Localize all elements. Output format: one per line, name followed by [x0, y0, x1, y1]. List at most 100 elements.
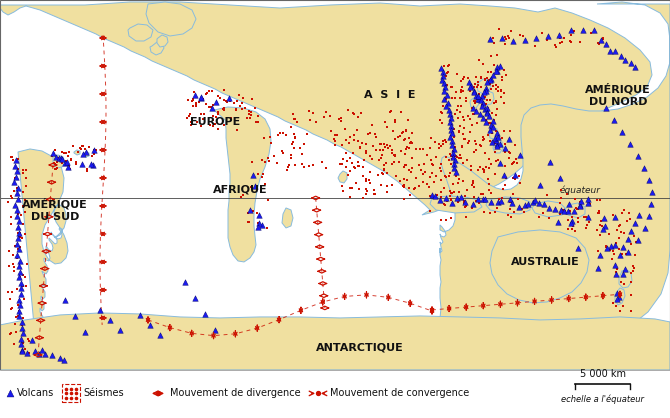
Point	[13, 308, 24, 314]
Point	[573, 206, 584, 212]
Point	[556, 195, 567, 201]
Point	[76, 142, 87, 149]
Point	[220, 98, 231, 104]
Point	[40, 350, 50, 357]
Point	[449, 154, 460, 161]
Point	[302, 131, 312, 138]
Point	[76, 161, 87, 168]
Point	[16, 341, 27, 348]
Point	[467, 104, 478, 111]
Point	[3, 288, 14, 295]
Text: EUROPE: EUROPE	[190, 117, 240, 127]
Point	[436, 168, 446, 174]
Point	[484, 120, 495, 126]
Point	[490, 137, 501, 143]
Point	[155, 331, 165, 338]
Point	[449, 155, 460, 162]
Point	[534, 200, 545, 206]
Point	[390, 136, 401, 143]
Point	[272, 160, 283, 166]
Point	[211, 99, 222, 106]
Point	[186, 119, 196, 125]
Point	[259, 135, 269, 142]
Point	[210, 326, 220, 333]
Point	[618, 206, 629, 213]
Point	[474, 164, 485, 171]
Point	[469, 89, 480, 95]
Point	[537, 210, 548, 217]
Point	[321, 164, 332, 171]
Point	[456, 87, 466, 93]
Point	[436, 143, 446, 149]
Point	[425, 208, 436, 214]
Point	[555, 211, 565, 217]
Point	[425, 192, 436, 199]
Point	[403, 145, 414, 151]
Point	[508, 38, 519, 44]
Point	[333, 116, 344, 122]
Point	[254, 212, 265, 218]
Point	[569, 28, 580, 34]
Point	[365, 153, 376, 159]
Point	[210, 99, 221, 106]
Point	[454, 154, 464, 161]
Point	[397, 183, 408, 189]
Point	[438, 103, 449, 110]
Point	[208, 122, 218, 129]
Point	[438, 80, 449, 87]
Point	[345, 168, 356, 174]
Point	[476, 93, 487, 99]
Point	[519, 202, 530, 209]
Point	[390, 153, 401, 159]
Point	[17, 202, 28, 209]
Point	[377, 170, 387, 176]
Point	[387, 128, 398, 135]
Point	[468, 200, 478, 207]
Point	[80, 329, 90, 335]
Polygon shape	[74, 150, 80, 155]
Point	[480, 94, 490, 100]
Point	[401, 161, 411, 168]
Point	[494, 143, 505, 150]
Point	[456, 102, 466, 109]
Point	[485, 126, 496, 133]
Point	[583, 200, 594, 206]
Point	[496, 135, 507, 142]
Point	[486, 86, 496, 92]
Point	[7, 153, 17, 160]
Point	[474, 57, 484, 64]
Point	[393, 134, 404, 140]
Point	[536, 30, 547, 37]
Polygon shape	[565, 203, 585, 218]
Point	[480, 76, 490, 82]
Point	[232, 126, 243, 133]
Point	[438, 138, 448, 145]
Point	[619, 281, 630, 288]
Point	[400, 126, 411, 133]
Point	[608, 248, 618, 255]
Point	[566, 217, 577, 224]
Point	[496, 35, 507, 41]
Point	[489, 139, 500, 146]
Point	[234, 92, 245, 98]
Point	[491, 99, 502, 105]
Point	[468, 201, 479, 208]
Point	[77, 143, 88, 150]
Point	[443, 68, 454, 75]
Point	[436, 108, 446, 115]
Point	[565, 39, 576, 46]
Point	[188, 95, 198, 102]
Point	[280, 131, 291, 138]
Point	[248, 207, 259, 214]
Point	[27, 336, 38, 343]
Point	[633, 212, 644, 218]
Point	[453, 199, 464, 205]
Point	[310, 118, 321, 125]
Point	[509, 159, 520, 166]
Point	[183, 97, 194, 103]
Point	[76, 146, 86, 153]
Point	[252, 210, 263, 217]
Point	[369, 186, 380, 193]
Point	[435, 165, 446, 172]
Point	[289, 135, 300, 142]
